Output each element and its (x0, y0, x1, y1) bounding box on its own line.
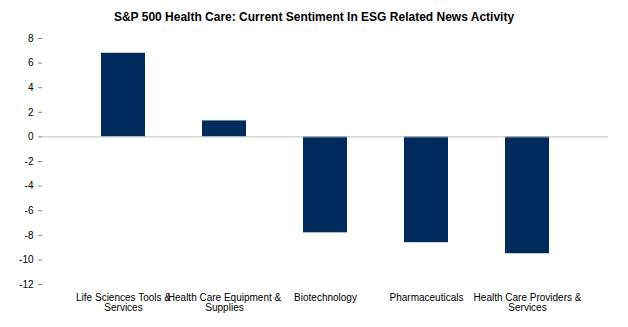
svg-text:6: 6 (28, 57, 34, 68)
svg-text:4: 4 (28, 82, 34, 93)
svg-text:Pharmaceuticals: Pharmaceuticals (390, 292, 464, 303)
svg-text:Biotechnology: Biotechnology (294, 292, 357, 303)
svg-text:2: 2 (28, 107, 34, 118)
html-text:S&P 500 Health Care: Current S: S&P 500 Health Care: Current Sentiment I… (113, 10, 515, 24)
svg-text:0: 0 (28, 131, 34, 142)
svg-text:-4: -4 (25, 180, 34, 191)
svg-text:-8: -8 (25, 230, 34, 241)
svg-text:Health Care Providers &Service: Health Care Providers &Services (474, 292, 582, 313)
svg-text:Life Sciences Tools &Services: Life Sciences Tools &Services (76, 292, 171, 313)
svg-text:-2: -2 (25, 156, 34, 167)
svg-text:Health Care Equipment &Supplie: Health Care Equipment &Supplies (168, 292, 282, 313)
svg-text:-10: -10 (19, 254, 34, 265)
svg-text:-12: -12 (19, 279, 34, 290)
svg-text:-6: -6 (25, 205, 34, 216)
svg-text:8: 8 (28, 33, 34, 44)
